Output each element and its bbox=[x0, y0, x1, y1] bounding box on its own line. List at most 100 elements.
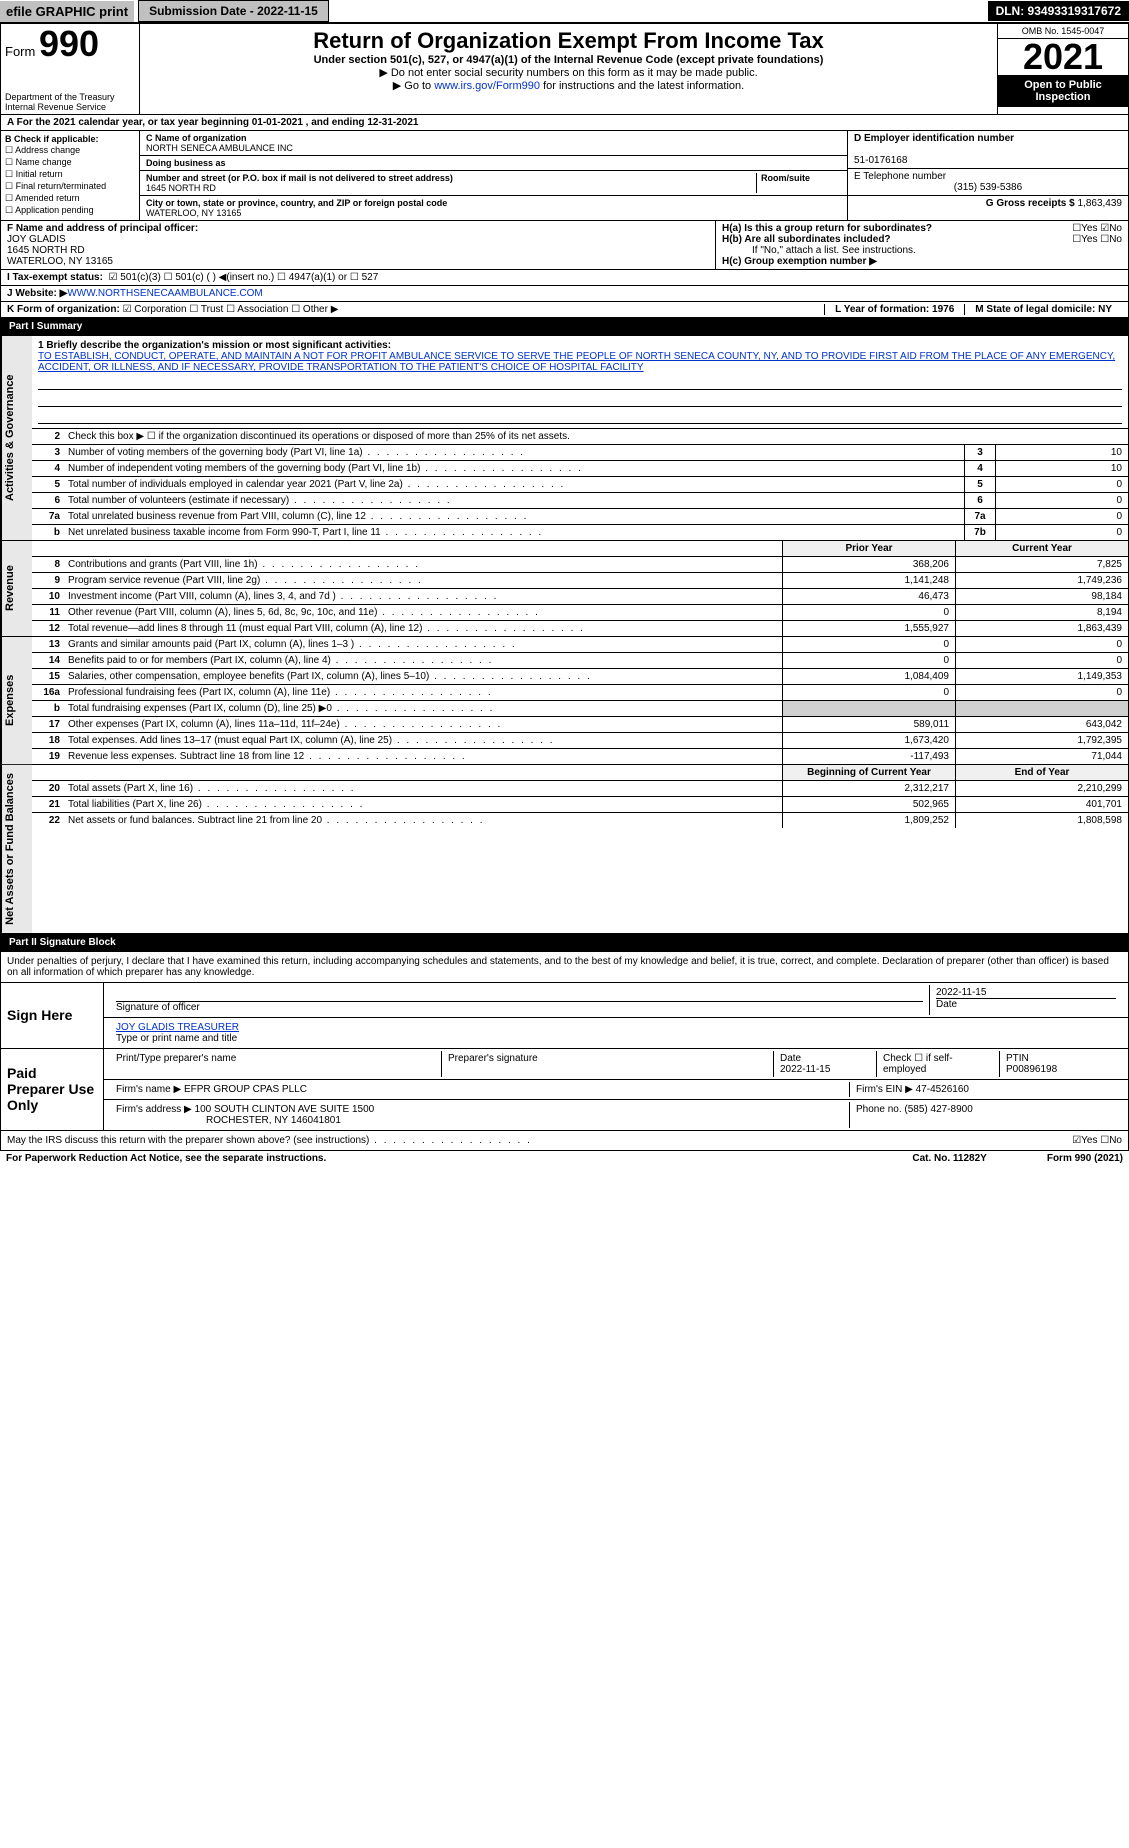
ha-ans[interactable]: ☐Yes ☑No bbox=[1072, 223, 1122, 234]
net-hdr-current: End of Year bbox=[955, 765, 1128, 780]
link-pre: ▶ Go to bbox=[393, 80, 434, 92]
firm-addr1: 100 SOUTH CLINTON AVE SUITE 1500 bbox=[195, 1104, 375, 1115]
prep-date-lbl: Date bbox=[780, 1053, 801, 1064]
check-initial[interactable]: ☐ Initial return bbox=[5, 169, 135, 180]
gov-row: bNet unrelated business taxable income f… bbox=[32, 525, 1128, 540]
city-lbl: City or town, state or province, country… bbox=[146, 198, 447, 208]
gross-val: 1,863,439 bbox=[1078, 198, 1123, 209]
col-b: B Check if applicable: ☐ Address change … bbox=[1, 131, 140, 220]
data-row: 14Benefits paid to or for members (Part … bbox=[32, 653, 1128, 669]
data-row: 16aProfessional fundraising fees (Part I… bbox=[32, 685, 1128, 701]
officer-name[interactable]: JOY GLADIS TREASURER bbox=[116, 1022, 239, 1033]
footer-right: Form 990 (2021) bbox=[1047, 1153, 1123, 1164]
check-name[interactable]: ☐ Name change bbox=[5, 157, 135, 168]
side-revenue: Revenue bbox=[1, 541, 32, 636]
may-irs-ans[interactable]: ☑Yes ☐No bbox=[936, 1131, 1128, 1150]
ptin-lbl: PTIN bbox=[1006, 1053, 1029, 1064]
firm-ein-lbl: Firm's EIN ▶ bbox=[856, 1084, 913, 1095]
data-row: 8Contributions and grants (Part VIII, li… bbox=[32, 557, 1128, 573]
form-header: Form 990 Department of the Treasury Inte… bbox=[0, 23, 1129, 115]
firm-phone: (585) 427-8900 bbox=[904, 1104, 972, 1115]
hc-lbl: H(c) Group exemption number ▶ bbox=[722, 256, 877, 267]
tel-lbl: E Telephone number bbox=[854, 171, 946, 182]
room-lbl: Room/suite bbox=[761, 173, 810, 183]
hb-lbl: H(b) Are all subordinates included? bbox=[722, 234, 891, 245]
efile-label: efile GRAPHIC print bbox=[0, 1, 134, 22]
check-final[interactable]: ☐ Final return/terminated bbox=[5, 181, 135, 192]
ptin-val: P00896198 bbox=[1006, 1064, 1057, 1075]
city-val: WATERLOO, NY 13165 bbox=[146, 208, 241, 218]
irs-label: Internal Revenue Service bbox=[5, 102, 135, 112]
ein-val: 51-0176168 bbox=[854, 155, 907, 166]
firm-ein: 47-4526160 bbox=[916, 1084, 969, 1095]
row-j: J Website: ▶ WWW.NORTHSENECAAMBULANCE.CO… bbox=[0, 286, 1129, 302]
officer-lbl: Type or print name and title bbox=[116, 1033, 237, 1044]
addr-val: 1645 NORTH RD bbox=[146, 183, 216, 193]
form-subtitle: Under section 501(c), 527, or 4947(a)(1)… bbox=[146, 54, 991, 66]
firm-name-lbl: Firm's name ▶ bbox=[116, 1084, 181, 1095]
check-address[interactable]: ☐ Address change bbox=[5, 145, 135, 156]
data-row: 21Total liabilities (Part X, line 26)502… bbox=[32, 797, 1128, 813]
data-row: 15Salaries, other compensation, employee… bbox=[32, 669, 1128, 685]
website-link[interactable]: WWW.NORTHSENECAAMBULANCE.COM bbox=[67, 288, 262, 299]
data-row: 11Other revenue (Part VIII, column (A), … bbox=[32, 605, 1128, 621]
gross-lbl: G Gross receipts $ bbox=[986, 198, 1075, 209]
check-amended[interactable]: ☐ Amended return bbox=[5, 193, 135, 204]
part2-header: Part II Signature Block bbox=[0, 934, 1129, 952]
prep-check[interactable]: Check ☐ if self-employed bbox=[876, 1051, 999, 1077]
mission-text[interactable]: TO ESTABLISH, CONDUCT, OPERATE, AND MAIN… bbox=[38, 351, 1115, 373]
data-row: bTotal fundraising expenses (Part IX, co… bbox=[32, 701, 1128, 717]
signature-block: Sign Here Signature of officer 2022-11-1… bbox=[0, 983, 1129, 1151]
side-governance: Activities & Governance bbox=[1, 336, 32, 540]
i-opts[interactable]: ☑ 501(c)(3) ☐ 501(c) ( ) ◀(insert no.) ☐… bbox=[109, 272, 379, 283]
form-number: 990 bbox=[39, 23, 99, 64]
firm-addr-lbl: Firm's address ▶ bbox=[116, 1104, 192, 1115]
row-fh: F Name and address of principal officer:… bbox=[0, 221, 1129, 270]
paid-preparer-label: Paid Preparer Use Only bbox=[1, 1049, 103, 1130]
check-pending[interactable]: ☐ Application pending bbox=[5, 205, 135, 216]
top-bar: efile GRAPHIC print Submission Date - 20… bbox=[0, 0, 1129, 23]
tax-year: 2021 bbox=[998, 39, 1128, 75]
gov-row: 7aTotal unrelated business revenue from … bbox=[32, 509, 1128, 525]
prep-name-lbl: Print/Type preparer's name bbox=[110, 1051, 441, 1077]
footer-left: For Paperwork Reduction Act Notice, see … bbox=[6, 1153, 326, 1164]
hdr-prior: Prior Year bbox=[782, 541, 955, 556]
net-hdr-prior: Beginning of Current Year bbox=[782, 765, 955, 780]
side-expenses: Expenses bbox=[1, 637, 32, 764]
irs-link[interactable]: www.irs.gov/Form990 bbox=[434, 80, 540, 92]
part1-expenses: Expenses 13Grants and similar amounts pa… bbox=[0, 637, 1129, 765]
hb-ans[interactable]: ☐Yes ☐No bbox=[1072, 234, 1122, 245]
dba-lbl: Doing business as bbox=[146, 158, 226, 168]
tel-val: (315) 539-5386 bbox=[854, 182, 1122, 193]
firm-addr2: ROCHESTER, NY 146041801 bbox=[116, 1115, 341, 1126]
header-left: Form 990 Department of the Treasury Inte… bbox=[1, 24, 140, 114]
sig-officer-lbl: Signature of officer bbox=[116, 1002, 200, 1013]
may-irs: May the IRS discuss this return with the… bbox=[7, 1135, 532, 1146]
gov-row: 3Number of voting members of the governi… bbox=[32, 445, 1128, 461]
submission-date-button[interactable]: Submission Date - 2022-11-15 bbox=[138, 0, 329, 22]
line2-desc: Check this box ▶ ☐ if the organization d… bbox=[64, 429, 1128, 444]
prep-sig-lbl: Preparer's signature bbox=[441, 1051, 773, 1077]
addr-lbl: Number and street (or P.O. box if mail i… bbox=[146, 173, 453, 183]
dept-label: Department of the Treasury bbox=[5, 92, 135, 102]
row-klm: K Form of organization: ☑ Corporation ☐ … bbox=[0, 302, 1129, 318]
header-right: OMB No. 1545-0047 2021 Open to Public In… bbox=[997, 24, 1128, 114]
k-opts[interactable]: ☑ Corporation ☐ Trust ☐ Association ☐ Ot… bbox=[123, 304, 339, 315]
firm-name: EFPR GROUP CPAS PLLC bbox=[184, 1084, 307, 1095]
data-row: 20Total assets (Part X, line 16)2,312,21… bbox=[32, 781, 1128, 797]
header-center: Return of Organization Exempt From Incom… bbox=[140, 24, 997, 114]
org-name: NORTH SENECA AMBULANCE INC bbox=[146, 143, 293, 153]
data-row: 22Net assets or fund balances. Subtract … bbox=[32, 813, 1128, 828]
gov-row: 4Number of independent voting members of… bbox=[32, 461, 1128, 477]
name-lbl: C Name of organization bbox=[146, 133, 247, 143]
data-row: 19Revenue less expenses. Subtract line 1… bbox=[32, 749, 1128, 764]
mission-block: 1 Briefly describe the organization's mi… bbox=[32, 336, 1128, 429]
gov-row: 6Total number of volunteers (estimate if… bbox=[32, 493, 1128, 509]
part1-header: Part I Summary bbox=[0, 318, 1129, 336]
data-row: 10Investment income (Part VIII, column (… bbox=[32, 589, 1128, 605]
f-addr1: 1645 NORTH RD bbox=[7, 245, 85, 256]
k-lbl: K Form of organization: bbox=[7, 304, 120, 315]
col-c: C Name of organization NORTH SENECA AMBU… bbox=[140, 131, 847, 220]
date-lbl: Date bbox=[936, 999, 957, 1010]
part1-netassets: Net Assets or Fund Balances Beginning of… bbox=[0, 765, 1129, 934]
